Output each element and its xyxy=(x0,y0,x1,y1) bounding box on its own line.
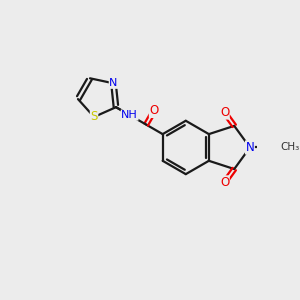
Text: O: O xyxy=(220,106,229,119)
Text: N: N xyxy=(246,141,254,154)
Text: N: N xyxy=(109,78,118,88)
Text: S: S xyxy=(90,110,98,123)
Text: NH: NH xyxy=(121,110,138,120)
Text: O: O xyxy=(149,104,159,117)
Text: CH₃: CH₃ xyxy=(280,142,299,152)
Text: O: O xyxy=(220,176,229,189)
